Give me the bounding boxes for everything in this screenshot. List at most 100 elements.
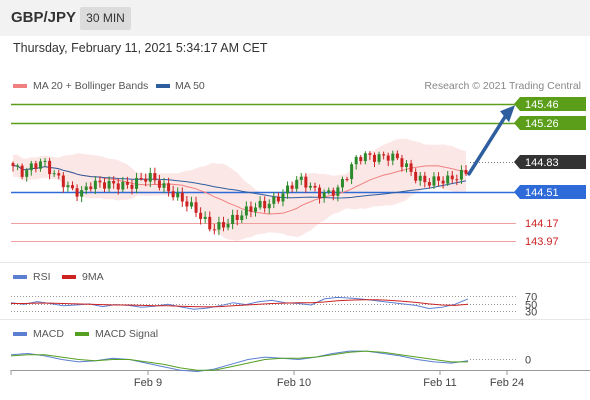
candle-body (144, 178, 148, 182)
candle-body (48, 160, 52, 175)
macd-line (10, 350, 469, 373)
price-level-label: 143.97 (525, 236, 559, 248)
candle-body (212, 229, 216, 231)
candle-body (153, 173, 157, 181)
candle-body (162, 183, 166, 188)
source-credit: Research © 2021 Trading Central (424, 80, 581, 92)
candle-body (157, 180, 161, 188)
candle-body (240, 215, 244, 221)
macd-tick-label: 0 (525, 355, 531, 367)
candle-body (38, 161, 42, 169)
candle-body (276, 196, 280, 202)
rsi-ma-legend-swatch (62, 275, 76, 279)
candle-body (391, 153, 395, 161)
rsi-tick-label: 50 (525, 300, 537, 312)
candle-body (61, 175, 65, 188)
candle-body (450, 175, 454, 180)
candle-body (80, 190, 84, 197)
candle-body (112, 180, 116, 184)
candle-body (327, 190, 331, 193)
price-level-label: 144.51 (525, 187, 559, 199)
candle-body (405, 163, 409, 167)
candle-body (244, 206, 248, 216)
candle-body (345, 179, 349, 181)
candle-body (34, 163, 38, 169)
candle-body (290, 185, 294, 189)
candle-body (263, 200, 267, 209)
price-level-label: 145.26 (525, 118, 559, 130)
chart-header: GBP/JPY 30 MIN (0, 0, 590, 36)
candle-body (322, 192, 326, 199)
ma50-legend-label: MA 50 (175, 80, 205, 92)
candle-body (70, 185, 74, 189)
price-level-label: 144.17 (525, 218, 559, 230)
macd-signal-legend-label: MACD Signal (95, 328, 159, 340)
candle-body (414, 171, 418, 181)
candle-body (441, 180, 445, 184)
candle-body (75, 188, 79, 197)
candle-body (107, 180, 111, 189)
candle-body (437, 176, 441, 181)
candle-body (185, 201, 189, 207)
candle-body (98, 180, 102, 183)
x-tick-label: Feb 24 (489, 377, 525, 389)
candle-body (377, 154, 381, 162)
timestamp: Thursday, February 11, 2021 5:34:17 AM C… (13, 41, 268, 55)
rsi-ma-legend-label: 9MA (82, 271, 104, 283)
candle-body (20, 165, 24, 177)
rsi-legend-swatch (13, 275, 27, 279)
rsi-legend-label: RSI (33, 271, 51, 283)
candle-body (336, 187, 340, 196)
candle-body (359, 156, 363, 162)
candle-body (464, 170, 468, 174)
candle-body (368, 153, 372, 155)
candle-body (423, 175, 427, 183)
candle-body (29, 163, 33, 171)
candle-body (340, 179, 344, 188)
candle-body (363, 153, 367, 162)
candle-body (130, 184, 134, 189)
candle-body (308, 185, 312, 188)
forecast-arrow (467, 113, 508, 176)
candle-body (318, 187, 322, 199)
candle-body (176, 192, 180, 198)
candle-body (235, 214, 239, 221)
candle-body (313, 185, 317, 188)
candle-body (354, 156, 358, 165)
candle-body (372, 154, 376, 162)
candle-body (139, 178, 143, 180)
candle-body (226, 224, 230, 228)
x-tick-label: Feb 9 (133, 377, 163, 389)
macd-legend-label: MACD (33, 328, 64, 340)
candle-body (125, 181, 129, 185)
rsi-line (10, 296, 469, 310)
candle-body (249, 206, 253, 212)
price-label-bg (514, 97, 586, 111)
ma20-legend-label: MA 20 + Bollinger Bands (33, 80, 149, 92)
candle-body (199, 212, 203, 219)
candle-body (84, 186, 88, 191)
candle-body (217, 222, 221, 230)
candle-body (57, 173, 61, 176)
candle-body (432, 176, 436, 186)
candle-body (93, 180, 97, 190)
price-label-bg (514, 155, 586, 169)
candle-body (103, 182, 107, 189)
candle-body (267, 203, 271, 209)
candle-body (171, 191, 175, 198)
candle-body (116, 183, 120, 190)
candle-body (135, 178, 139, 189)
candle-body (194, 202, 198, 213)
candle-body (11, 163, 15, 166)
timeframe-button[interactable]: 30 MIN (80, 7, 131, 30)
candle-body (203, 216, 207, 219)
ma50-legend-swatch (156, 84, 170, 88)
ma20-legend-swatch (13, 84, 27, 88)
candle-body (295, 179, 299, 189)
candle-body (231, 214, 235, 225)
bollinger-band (13, 138, 466, 241)
candle-body (148, 173, 152, 182)
candle-body (409, 163, 413, 172)
candle-body (395, 153, 399, 159)
